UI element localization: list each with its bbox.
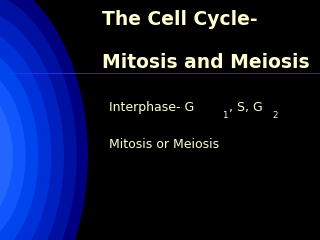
Text: , S, G: , S, G — [229, 102, 262, 114]
Ellipse shape — [0, 26, 51, 240]
Text: 2: 2 — [272, 111, 277, 120]
Text: Mitosis or Meiosis: Mitosis or Meiosis — [109, 138, 219, 150]
Ellipse shape — [0, 0, 88, 240]
Ellipse shape — [0, 46, 38, 240]
Ellipse shape — [0, 7, 64, 240]
Text: Interphase- G: Interphase- G — [109, 102, 194, 114]
Ellipse shape — [0, 84, 13, 228]
Text: 1: 1 — [222, 111, 228, 120]
Text: The Cell Cycle-: The Cell Cycle- — [102, 10, 258, 29]
Ellipse shape — [0, 0, 77, 240]
Ellipse shape — [0, 65, 26, 240]
Text: Mitosis and Meiosis: Mitosis and Meiosis — [102, 53, 310, 72]
